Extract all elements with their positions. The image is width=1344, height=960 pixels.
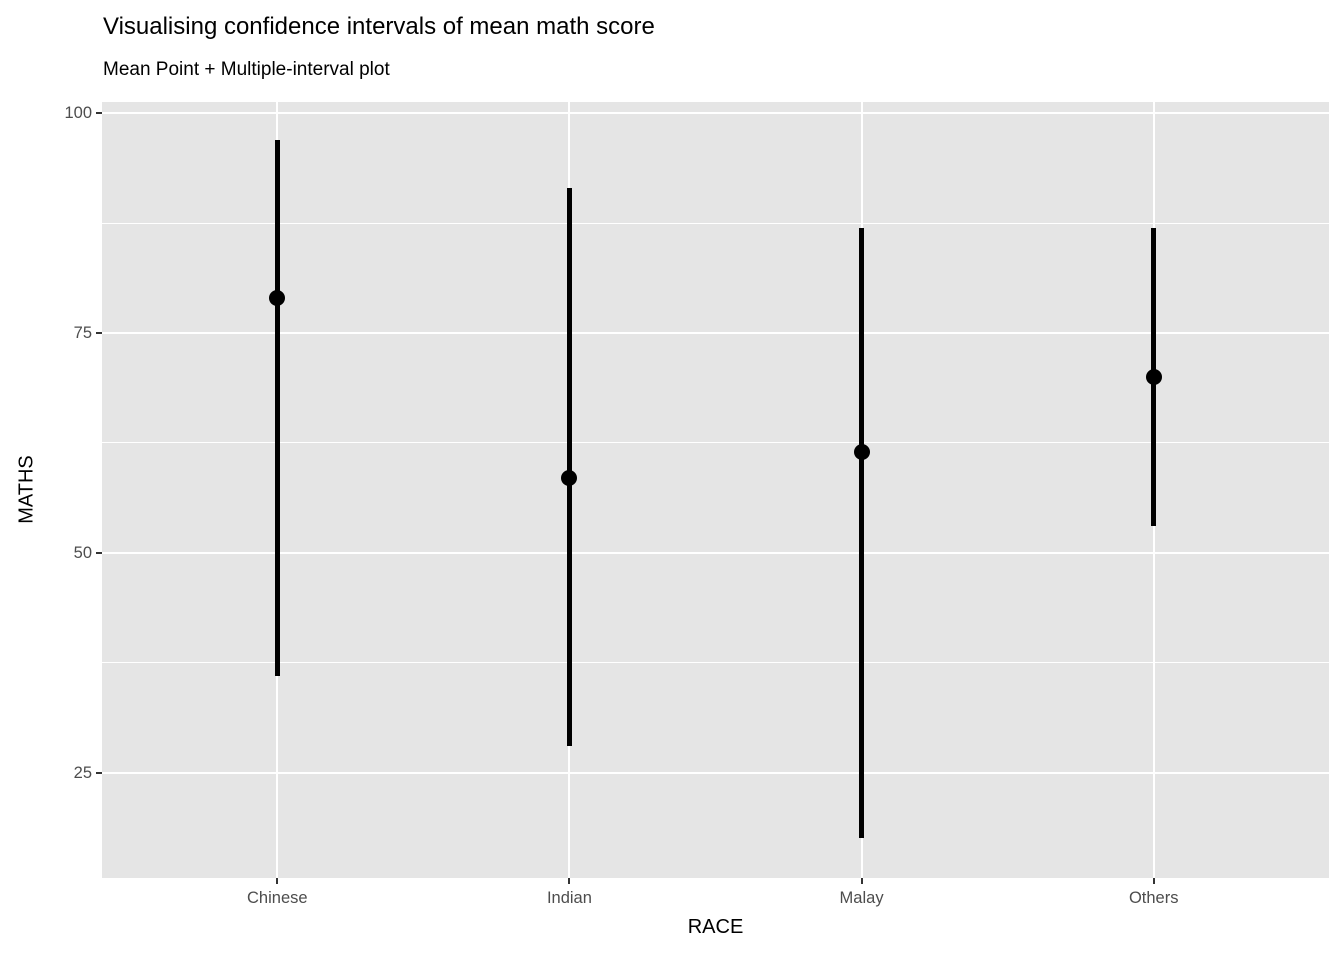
plot-panel — [102, 102, 1329, 878]
plot-title: Visualising confidence intervals of mean… — [103, 13, 655, 40]
plot-subtitle: Mean Point + Multiple-interval plot — [103, 59, 390, 80]
mean-point — [853, 443, 870, 460]
y-tick — [96, 112, 102, 115]
minor-gridline-y — [102, 222, 1329, 224]
y-tick — [96, 771, 102, 774]
y-tick — [96, 332, 102, 335]
x-tick — [276, 878, 279, 884]
major-gridline-y — [102, 551, 1329, 554]
minor-gridline-y — [102, 442, 1329, 444]
y-tick-label: 50 — [73, 543, 92, 562]
interval-bar — [566, 188, 572, 747]
interval-bar — [274, 139, 280, 676]
major-gridline-y — [102, 112, 1329, 115]
x-tick — [1152, 878, 1155, 884]
x-tick-label: Malay — [839, 889, 884, 907]
y-tick-label: 25 — [73, 763, 92, 782]
x-axis-title: RACE — [687, 916, 744, 938]
mean-point — [561, 470, 578, 487]
major-gridline-y — [102, 332, 1329, 335]
y-tick-label: 75 — [73, 324, 92, 343]
x-tick — [860, 878, 863, 884]
major-gridline-y — [102, 771, 1329, 774]
x-tick-label: Indian — [546, 889, 592, 907]
minor-gridline-y — [102, 662, 1329, 664]
mean-point — [269, 289, 286, 306]
interval-bar — [859, 227, 865, 839]
x-tick — [568, 878, 571, 884]
x-tick-label: Chinese — [247, 889, 308, 907]
mean-point — [1145, 369, 1162, 386]
x-tick-label: Others — [1128, 889, 1179, 907]
y-tick-label: 100 — [64, 104, 92, 123]
y-tick — [96, 551, 102, 554]
